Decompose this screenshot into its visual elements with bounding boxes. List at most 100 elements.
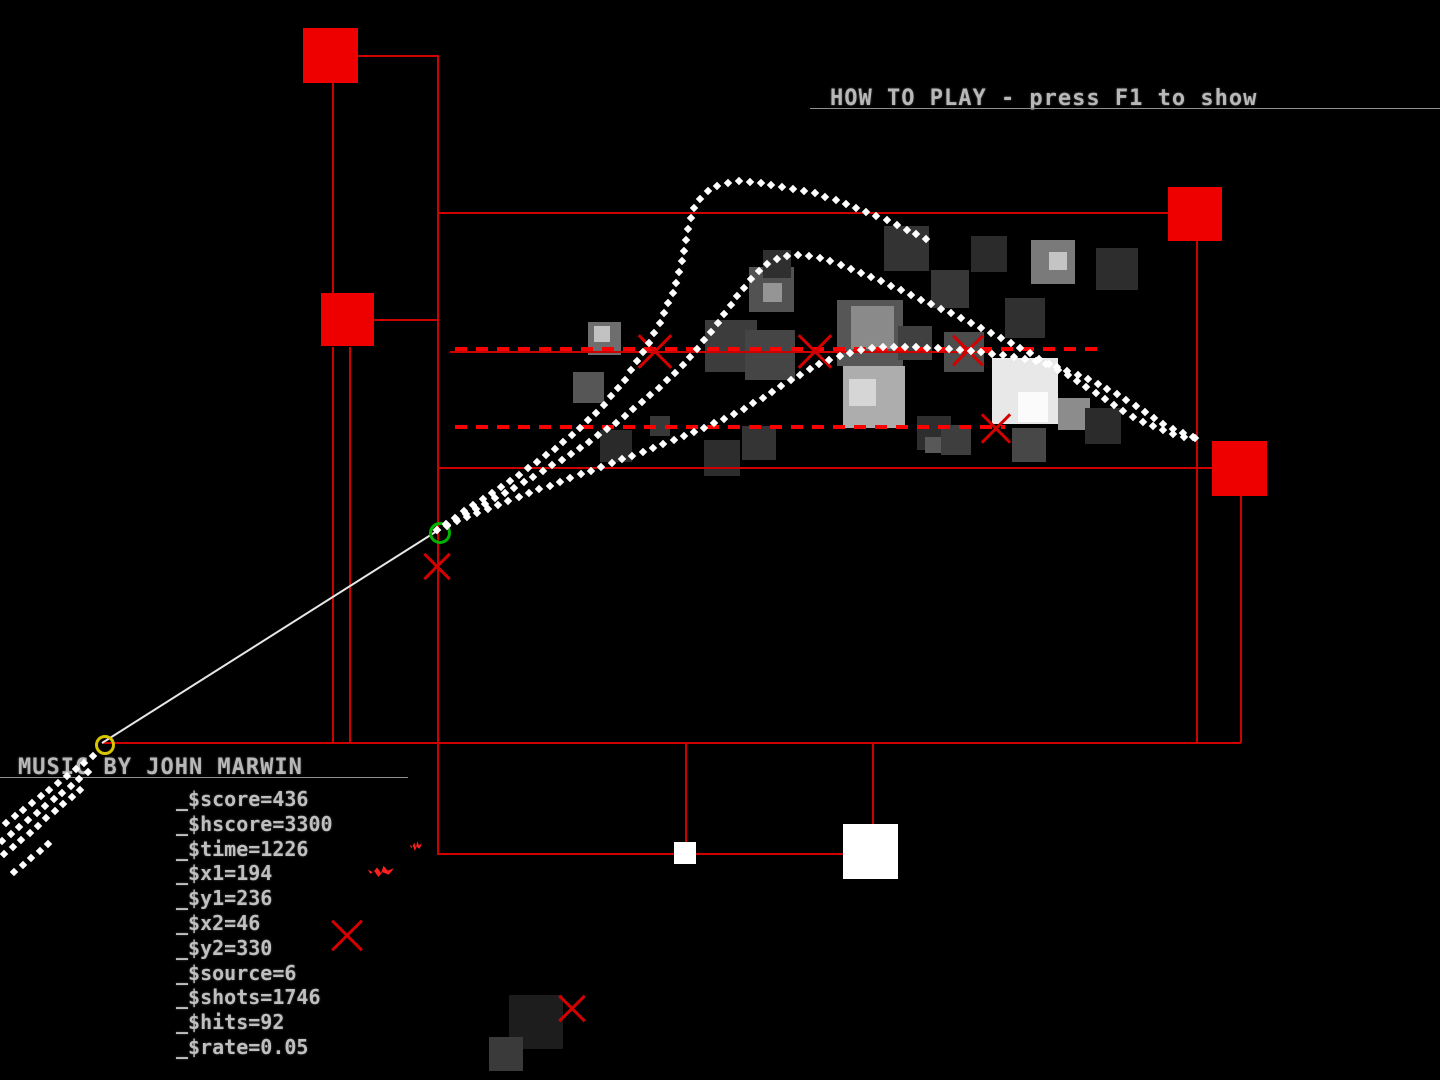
- trajectory-dot: [545, 481, 554, 490]
- aim-trajectory-line: [101, 530, 438, 744]
- trajectory-dot: [815, 254, 824, 263]
- trajectory-dot: [917, 295, 926, 304]
- debris-square: [704, 440, 740, 476]
- trajectory-dot: [739, 283, 749, 292]
- trajectory-dot: [18, 861, 28, 870]
- debug-variable-line: _$y1=236: [176, 886, 273, 911]
- debris-square: [931, 270, 969, 308]
- trajectory-dot: [45, 785, 54, 794]
- wire-line-vertical: [1196, 240, 1198, 743]
- red-node-square[interactable]: [321, 293, 374, 346]
- trajectory-dot: [996, 333, 1006, 342]
- trajectory-dot: [565, 473, 575, 483]
- trajectory-dot: [514, 492, 523, 502]
- trajectory-dot: [509, 483, 519, 492]
- debug-variable-line: _$hits=92: [176, 1010, 285, 1035]
- debris-square: [851, 306, 894, 349]
- trajectory-dot: [1006, 338, 1015, 347]
- trajectory-dot: [613, 383, 623, 393]
- trajectory-dot: [576, 470, 585, 479]
- trajectory-dot: [43, 839, 53, 849]
- trajectory-dot: [620, 375, 630, 384]
- trajectory-dot: [877, 277, 886, 286]
- trajectory-dot: [703, 187, 713, 196]
- trajectory-dot: [720, 309, 729, 319]
- trajectory-dot: [1159, 419, 1168, 428]
- how-to-play-underline: [810, 108, 1440, 109]
- debug-variable-line: _$source=6: [176, 960, 297, 985]
- trajectory-dot: [566, 449, 576, 459]
- debug-variable-line: _$shots=1746: [176, 985, 321, 1010]
- launcher-marker-circle: [95, 735, 115, 755]
- wire-line-horizontal: [102, 742, 1241, 744]
- trajectory-dot: [767, 180, 776, 190]
- debris-square: [1049, 252, 1067, 270]
- trajectory-dot: [867, 272, 876, 282]
- red-node-square[interactable]: [1168, 187, 1222, 241]
- trajectory-dot: [856, 268, 866, 277]
- trajectory-dot: [16, 835, 26, 844]
- trajectory-dot: [1083, 374, 1092, 384]
- trajectory-dot: [671, 278, 680, 287]
- trajectory-dot: [1140, 407, 1150, 416]
- trajectory-dot: [685, 352, 695, 362]
- trajectory-dot: [606, 392, 616, 401]
- trajectory-dot: [503, 496, 513, 505]
- trajectory-dot: [696, 194, 705, 204]
- trajectory-dot: [1138, 417, 1147, 427]
- trajectory-dot: [550, 444, 559, 453]
- trajectory-dot: [40, 802, 50, 811]
- red-node-square[interactable]: [1212, 441, 1267, 496]
- trajectory-dot: [897, 286, 906, 295]
- trajectory-dot: [826, 257, 835, 266]
- trajectory-dot: [1, 818, 11, 828]
- trajectory-dot: [887, 281, 896, 291]
- trajectory-dot: [58, 788, 67, 797]
- trajectory-dot: [659, 440, 668, 449]
- trajectory-dot: [8, 842, 18, 852]
- trajectory-dot: [681, 235, 690, 245]
- trajectory-dot: [820, 192, 830, 201]
- origin-marker-circle: [429, 522, 451, 544]
- trajectory-dot: [0, 849, 9, 859]
- trajectory-dot: [523, 464, 533, 473]
- trajectory-dot: [1093, 379, 1102, 389]
- debris-square: [1018, 392, 1048, 422]
- trajectory-dot: [689, 427, 699, 437]
- trajectory-dot: [584, 437, 594, 446]
- trajectory-dot: [10, 812, 19, 821]
- trajectory-dot: [810, 189, 819, 198]
- trajectory-dot: [1112, 390, 1122, 399]
- trajectory-dot: [748, 398, 758, 408]
- trajectory-dot: [596, 462, 606, 472]
- trajectory-dot: [629, 404, 638, 414]
- trajectory-dot: [674, 267, 683, 277]
- trajectory-dot: [1149, 413, 1159, 422]
- trajectory-dot: [732, 291, 742, 301]
- debug-variable-line: _$hscore=3300: [176, 811, 333, 836]
- wire-line-vertical: [332, 83, 334, 293]
- trajectory-dot: [777, 381, 786, 391]
- trajectory-dot: [567, 430, 577, 440]
- music-credit-underline: [0, 777, 408, 778]
- trajectory-dot: [662, 376, 671, 385]
- trajectory-dot: [1100, 395, 1109, 404]
- red-node-square[interactable]: [303, 28, 358, 83]
- trajectory-dot: [734, 176, 743, 186]
- trajectory-dot: [683, 224, 693, 234]
- debris-square: [573, 372, 604, 403]
- trajectory-dot: [541, 451, 551, 460]
- white-node-square[interactable]: [674, 842, 696, 864]
- trajectory-dot: [648, 443, 658, 453]
- trajectory-dot: [75, 785, 85, 795]
- debug-variable-line: _$x1=194: [176, 861, 273, 886]
- wire-line-vertical: [349, 347, 351, 743]
- debris-square: [594, 326, 610, 342]
- trajectory-dot: [1131, 401, 1140, 411]
- trajectory-dot: [679, 246, 688, 255]
- debris-square: [1085, 408, 1121, 444]
- trajectory-dot: [532, 457, 542, 467]
- trajectory-dot: [18, 805, 28, 814]
- white-node-square[interactable]: [843, 824, 898, 879]
